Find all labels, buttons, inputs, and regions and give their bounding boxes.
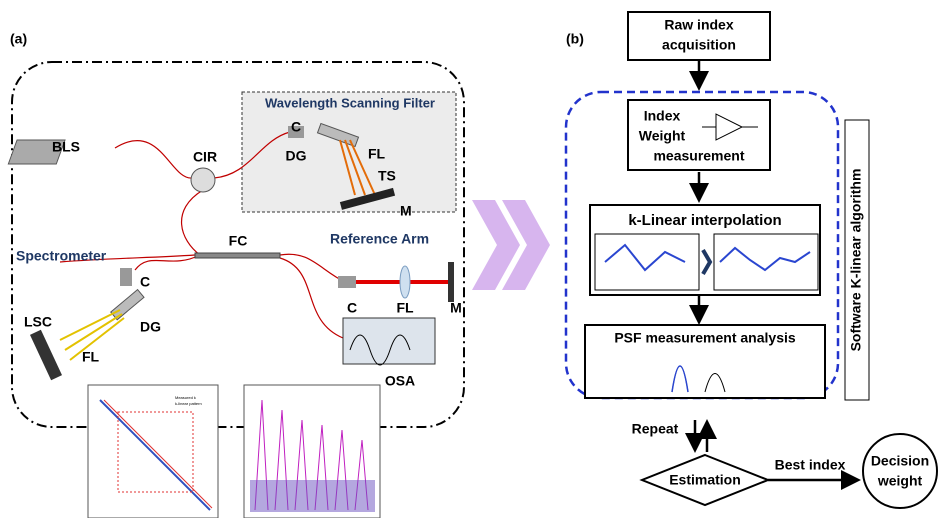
mirror [448, 262, 454, 302]
component-label: DG [140, 319, 161, 335]
component-label: Reference Arm [330, 231, 429, 247]
chevrons [472, 200, 550, 290]
repeat-label: Repeat [632, 421, 679, 437]
step-text: Weight [639, 128, 686, 144]
filter-title: Wavelength Scanning Filter [265, 95, 435, 110]
grating [111, 290, 144, 320]
component-label: FL [82, 349, 100, 365]
component-label: CIR [193, 149, 217, 165]
component-label: TS [378, 168, 396, 184]
step-text: PSF measurement analysis [614, 330, 796, 346]
osa-device [343, 318, 435, 364]
panel-label: (a) [10, 31, 27, 47]
interp-plot [714, 234, 818, 290]
panel-label: (b) [566, 31, 584, 47]
step-text: Index [644, 108, 681, 124]
circulator [191, 168, 215, 192]
component-label: Spectrometer [16, 248, 107, 264]
step-text: k-Linear interpolation [628, 212, 781, 229]
collimator [338, 276, 356, 288]
component-label: C [140, 274, 150, 290]
arrow-label: Best index [775, 457, 846, 473]
component-label: DG [286, 148, 307, 164]
component-label: FL [368, 146, 386, 162]
step-text: Decision [871, 453, 929, 469]
component-label: M [400, 203, 412, 219]
step-text: Estimation [669, 472, 741, 488]
result-circle [863, 434, 937, 508]
component-label: FC [229, 233, 248, 249]
component-label: C [291, 119, 301, 135]
component-label: FL [396, 300, 414, 316]
step-text: acquisition [662, 37, 736, 53]
camera [30, 330, 62, 380]
fiber-coupler [195, 253, 280, 258]
inset-legend: Measured k [175, 395, 196, 400]
step-text: measurement [653, 148, 744, 164]
lens [400, 266, 410, 298]
collimator [120, 268, 132, 286]
inset-legend: k-linear pattern [175, 401, 202, 406]
step-text: Raw index [664, 17, 733, 33]
component-label: C [347, 300, 357, 316]
component-label: M [450, 300, 462, 316]
component-label: BLS [52, 139, 80, 155]
vertical-label: Software K-linear algorithm [848, 169, 864, 352]
step-text: weight [877, 473, 923, 489]
component-label: LSC [24, 314, 52, 330]
component-label: OSA [385, 373, 415, 389]
figure: (a) Wavelength Scanning Filter BLS CIR C… [0, 0, 939, 518]
inset-noise [250, 480, 375, 512]
